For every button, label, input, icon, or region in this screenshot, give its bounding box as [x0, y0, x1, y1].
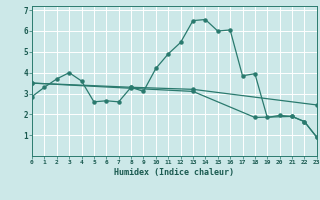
- X-axis label: Humidex (Indice chaleur): Humidex (Indice chaleur): [115, 168, 234, 177]
